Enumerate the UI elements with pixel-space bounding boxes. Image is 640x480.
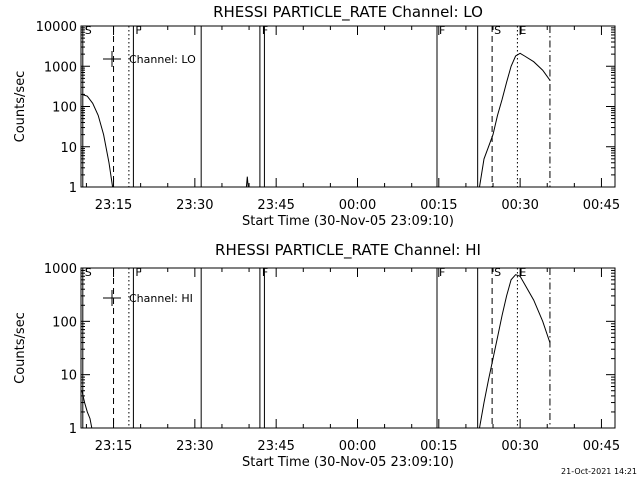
legend-label: Channel: LO: [129, 53, 196, 66]
event-marker-letter: S: [85, 24, 92, 37]
x-tick-label: 00:15: [420, 439, 457, 454]
y-tick-label: 10000: [36, 20, 77, 35]
y-axis-label: Counts/sec: [13, 312, 28, 384]
date-stamp: 21-Oct-2021 14:21: [561, 467, 637, 476]
event-marker-letter: F: [439, 266, 445, 279]
x-tick-label: 00:30: [501, 198, 538, 213]
x-tick-label: 00:45: [583, 198, 620, 213]
y-tick-label: 100: [52, 315, 77, 330]
y-tick-label: 1000: [44, 262, 77, 277]
event-marker-letter: F: [439, 24, 445, 37]
event-marker-letter: F: [135, 24, 141, 37]
x-tick-label: 00:15: [420, 198, 457, 213]
plot-frame: [80, 25, 616, 188]
data-series-0: [81, 390, 93, 429]
legend-label: Channel: HI: [129, 292, 193, 305]
y-tick-label: 100: [52, 101, 77, 116]
chart-title: RHESSI PARTICLE_RATE Channel: LO: [213, 3, 483, 22]
chart-title: RHESSI PARTICLE_RATE Channel: HI: [215, 241, 481, 260]
lo-channel-plot: RHESSI PARTICLE_RATE Channel: LO 1 10 100 10…: [13, 3, 620, 229]
event-marker-letter: E: [519, 266, 526, 279]
x-tick-label: 00:45: [583, 439, 620, 454]
y-tick-label: 10: [60, 369, 77, 384]
x-tick-label: 23:30: [176, 198, 213, 213]
event-marker-letter: E: [519, 24, 526, 37]
y-axis-label: Counts/sec: [13, 71, 28, 143]
x-tick-label: 23:15: [95, 439, 132, 454]
x-tick-label: 23:45: [257, 439, 294, 454]
y-tick-label: 1000: [44, 60, 77, 75]
x-tick-label: 23:15: [95, 198, 132, 213]
data-series-0: [81, 93, 114, 188]
y-tick-label: 1: [69, 422, 77, 437]
plot-frame: [80, 267, 616, 429]
x-tick-label: 23:30: [176, 439, 213, 454]
x-tick-label: 00:00: [339, 439, 376, 454]
event-marker-letter: F: [262, 24, 268, 37]
data-series-2: [479, 52, 551, 188]
event-marker-letter: F: [135, 266, 141, 279]
x-tick-label: 23:45: [257, 198, 294, 213]
event-marker-letter: S: [85, 266, 92, 279]
x-tick-label: 00:00: [339, 198, 376, 213]
event-marker-letter: F: [262, 266, 268, 279]
event-marker-letter: S: [494, 266, 501, 279]
x-tick-label: 00:30: [501, 439, 538, 454]
x-axis-label: Start Time (30-Nov-05 23:09:10): [242, 214, 454, 229]
data-series-1: [479, 274, 551, 429]
y-tick-label: 1: [69, 181, 77, 196]
hi-channel-plot: RHESSI PARTICLE_RATE Channel: HI 1 10 100 10…: [13, 241, 620, 470]
x-axis-label: Start Time (30-Nov-05 23:09:10): [242, 455, 454, 470]
y-tick-label: 10: [60, 141, 77, 156]
data-series-1: [245, 176, 249, 188]
event-marker-letter: S: [494, 24, 501, 37]
